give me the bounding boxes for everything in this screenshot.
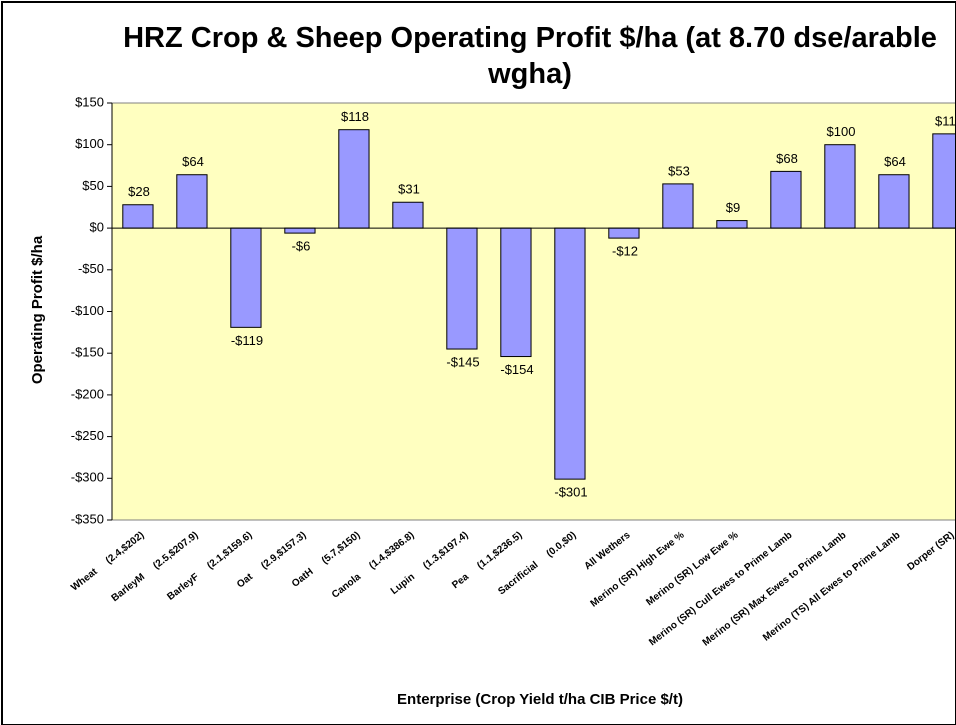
y-tick-label: -$300 <box>71 470 104 485</box>
x-tick-label: Merino (SR) Low Ewe % <box>644 530 740 609</box>
bar <box>716 220 748 229</box>
value-label: $64 <box>884 154 906 169</box>
bar <box>878 174 910 229</box>
y-tick-label: -$350 <box>71 511 104 526</box>
value-label: -$119 <box>231 333 263 348</box>
bar <box>392 201 424 229</box>
bar <box>230 227 262 328</box>
y-tick-label: $100 <box>75 136 104 151</box>
value-label: $118 <box>341 109 369 124</box>
value-label: -$12 <box>612 244 638 259</box>
bar <box>284 227 316 234</box>
bar <box>338 129 370 229</box>
bar <box>122 204 154 229</box>
x-tick-label: Dorper (SR) <box>905 530 956 573</box>
value-label: -$145 <box>446 354 479 369</box>
value-label: $31 <box>398 182 420 197</box>
value-label: -$154 <box>500 362 533 377</box>
value-label: $28 <box>128 184 150 199</box>
y-axis-label: Operating Profit $/ha <box>29 235 46 384</box>
x-tick-label: Merino (SR) High Ewe % <box>589 530 687 610</box>
bar <box>554 227 586 480</box>
y-tick-label: -$150 <box>71 345 104 360</box>
value-label: -$6 <box>292 239 311 254</box>
bar <box>824 144 856 229</box>
bar <box>770 170 802 229</box>
y-tick-label: $50 <box>82 178 104 193</box>
y-tick-label: -$200 <box>71 386 104 401</box>
y-tick-label: $0 <box>90 220 104 235</box>
y-tick-label: -$250 <box>71 428 104 443</box>
bar <box>662 183 694 229</box>
bar <box>608 227 640 239</box>
y-tick-label: -$100 <box>71 303 104 318</box>
bar <box>932 133 956 229</box>
value-label: -$301 <box>554 485 587 500</box>
value-label: $100 <box>827 124 856 139</box>
chart-title: HRZ Crop & Sheep Operating Profit $/ha (… <box>123 22 937 90</box>
x-tick-label: BarleyM (2.5,$207.9) <box>110 530 201 604</box>
y-tick-label: -$50 <box>78 261 104 276</box>
x-tick-label: All Wethers <box>582 530 632 573</box>
value-label: $53 <box>668 163 690 178</box>
x-axis-label: Enterprise (Crop Yield t/ha CIB Price $/… <box>397 691 683 708</box>
bar <box>446 227 478 350</box>
value-label: $9 <box>726 200 740 215</box>
bar <box>500 227 532 358</box>
value-label: $68 <box>776 151 798 166</box>
bar <box>176 174 208 229</box>
value-label: $64 <box>182 154 204 169</box>
value-label: $113 <box>935 113 956 128</box>
y-tick-label: $150 <box>75 94 104 109</box>
